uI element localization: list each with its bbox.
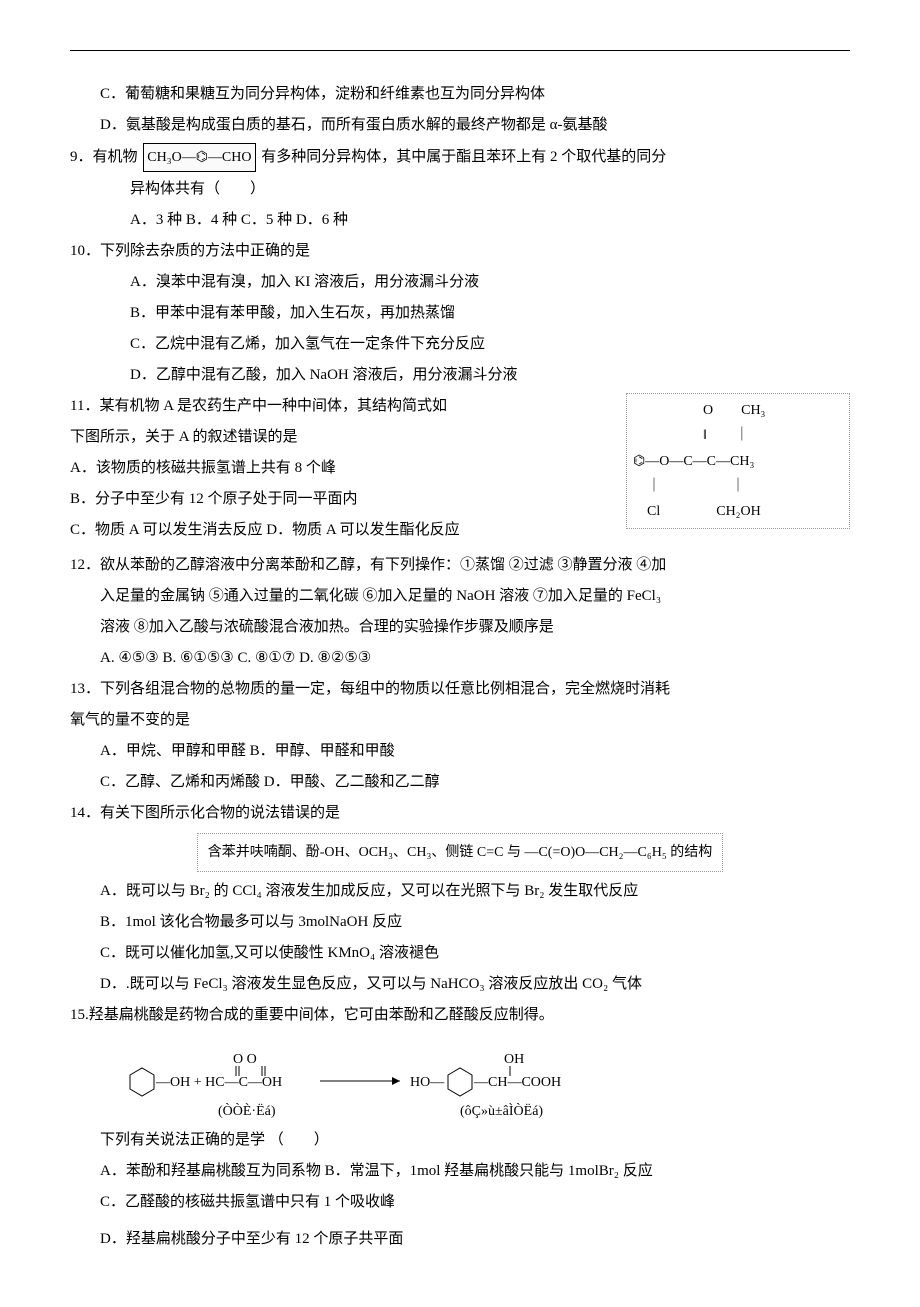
q10-opt-a: A．溴苯中混有溴，加入 KI 溶液后，用分液漏斗分液 — [70, 269, 850, 296]
q10-opt-b: B．甲苯中混有苯甲酸，加入生石灰，再加热蒸馏 — [70, 300, 850, 327]
q9-structure: CH₃O—⌬—CHO — [143, 143, 255, 172]
page-top-rule — [70, 50, 850, 51]
q12-options: A. ④⑤③ B. ⑥①⑤③ C. ⑧①⑦ D. ⑧②⑤③ — [70, 645, 850, 672]
q13-opt-d: D．甲酸、乙二酸和乙二醇 — [264, 774, 440, 790]
svg-text:—OH + HC—C—OH: —OH + HC—C—OH — [155, 1075, 282, 1090]
q9-stem-b: 有多种同分异构体，其中属于酯且苯环上有 2 个取代基的同分 — [261, 149, 666, 165]
q13-row2: C．乙醇、乙烯和丙烯酸 D．甲酸、乙二酸和乙二醇 — [70, 769, 850, 796]
q14-stem: 14．有关下图所示化合物的说法错误的是 — [70, 800, 850, 827]
q13-opt-a: A．甲烷、甲醇和甲醛 — [100, 743, 246, 759]
q12-l3: 溶液 ⑧加入乙酸与浓硫酸混合液加热。合理的实验操作步骤及顺序是 — [70, 614, 850, 641]
q12-l1: 12．欲从苯酚的乙醇溶液中分离苯酚和乙醇，有下列操作：①蒸馏 ②过滤 ③静置分液… — [70, 552, 850, 579]
q15-reaction-scheme: —OH + HC—C—OH O O (ÒÒÈ·Ëá) HO— —CH—COOH … — [100, 1033, 660, 1123]
q13-opt-b: B．甲醇、甲醛和甲酸 — [250, 743, 395, 759]
q9-stem-c: 异构体共有（ ） — [70, 176, 850, 203]
q15-stem: 15.羟基扁桃酸是药物合成的重要中间体，它可由苯酚和乙醛酸反应制得。 — [70, 1002, 850, 1029]
q11-struct-l0: O CH₃ — [633, 398, 843, 423]
q11-struct-l4: Cl CH₂OH — [633, 499, 843, 524]
q15-ask: 下列有关说法正确的是学 （ ） — [70, 1127, 850, 1154]
q14-opt-c: C．既可以催化加氢,又可以使酸性 KMnO₄ 溶液褪色 — [70, 940, 850, 967]
q14-opt-d: D．.既可以与 FeCl₃ 溶液发生显色反应，又可以与 NaHCO₃ 溶液反应放… — [70, 971, 850, 998]
q13-opt-c: C．乙醇、乙烯和丙烯酸 — [100, 774, 260, 790]
q11-structure: O CH₃ ‖ ｜ ⌬—O—C—C—CH₃ ｜ ｜ Cl CH₂OH — [626, 393, 850, 529]
opt-8c: C．葡萄糖和果糖互为同分异构体，淀粉和纤维素也互为同分异构体 — [70, 81, 850, 108]
q12-l2: 入足量的金属钠 ⑤通入过量的二氧化碳 ⑥加入足量的 NaOH 溶液 ⑦加入足量的… — [70, 583, 850, 610]
svg-text:HO—: HO— — [410, 1075, 445, 1090]
q15-opt-c: C．乙醛酸的核磁共振氢谱中只有 1 个吸收峰 — [70, 1189, 850, 1216]
q10-opt-d: D．乙醇中混有乙酸，加入 NaOH 溶液后，用分液漏斗分液 — [70, 362, 850, 389]
q11-struct-l3: ｜ ｜ — [633, 474, 843, 499]
q15-opt-d: D．羟基扁桃酸分子中至少有 12 个原子共平面 — [70, 1226, 850, 1253]
q13-l2: 氧气的量不变的是 — [70, 707, 850, 734]
q15-right-label: (ôÇ»ù±âÌÒËá) — [460, 1102, 543, 1119]
q13-l1: 13．下列各组混合物的总物质的量一定，每组中的物质以任意比例相混合，完全燃烧时消… — [70, 676, 850, 703]
svg-text:—CH—COOH: —CH—COOH — [473, 1075, 561, 1090]
opt-8d: D．氨基酸是构成蛋白质的基石，而所有蛋白质水解的最终产物都是 α-氨基酸 — [70, 112, 850, 139]
q9-stem-a: 9．有机物 — [70, 149, 138, 165]
q12-opt-b: B. ⑥①⑤③ — [162, 650, 233, 666]
q13-row1: A．甲烷、甲醇和甲醛 B．甲醇、甲醛和甲酸 — [70, 738, 850, 765]
q14-structure: 含苯并呋喃酮、酚-OH、OCH₃、CH₃、侧链 C=C 与 —C(=O)O—CH… — [70, 833, 850, 872]
q9-opt-b: B．4 种 — [186, 212, 237, 228]
q15-opt-ab: A．苯酚和羟基扁桃酸互为同系物 B．常温下，1mol 羟基扁桃酸只能与 1mol… — [70, 1158, 850, 1185]
q10-opt-c: C．乙烷中混有乙烯，加入氢气在一定条件下充分反应 — [70, 331, 850, 358]
q14-structure-box: 含苯并呋喃酮、酚-OH、OCH₃、CH₃、侧链 C=C 与 —C(=O)O—CH… — [197, 833, 724, 872]
svg-text:OH: OH — [504, 1052, 524, 1067]
q11-struct-l2: ⌬—O—C—C—CH₃ — [633, 449, 843, 474]
q9-opt-a: A．3 种 — [130, 212, 182, 228]
q12-opt-d: D. ⑧②⑤③ — [299, 650, 371, 666]
q12-opt-a: A. ④⑤③ — [100, 650, 159, 666]
q10-stem: 10．下列除去杂质的方法中正确的是 — [70, 238, 850, 265]
q14-opt-a: A．既可以与 Br₂ 的 CCl₄ 溶液发生加成反应，又可以在光照下与 Br₂ … — [70, 878, 850, 905]
q9-opt-d: D．6 种 — [296, 212, 348, 228]
svg-text:O O: O O — [233, 1052, 257, 1067]
q14-opt-b: B．1mol 该化合物最多可以与 3molNaOH 反应 — [70, 909, 850, 936]
q12-opt-c: C. ⑧①⑦ — [237, 650, 295, 666]
q11-struct-l1: ‖ ｜ — [633, 423, 843, 448]
q9-stem: 9．有机物 CH₃O—⌬—CHO 有多种同分异构体，其中属于酯且苯环上有 2 个… — [70, 143, 850, 172]
q15-left-label: (ÒÒÈ·Ëá) — [218, 1102, 276, 1119]
q9-options: A．3 种 B．4 种 C．5 种 D．6 种 — [70, 207, 850, 234]
q9-opt-c: C．5 种 — [241, 212, 292, 228]
